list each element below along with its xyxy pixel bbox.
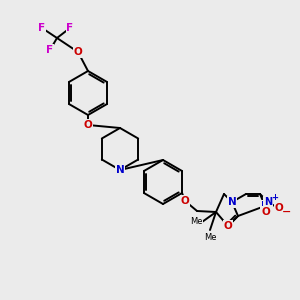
Text: N: N: [264, 197, 272, 207]
Text: Me: Me: [204, 232, 216, 242]
Text: O: O: [274, 203, 284, 213]
Text: F: F: [66, 23, 74, 33]
Text: +: +: [272, 194, 278, 202]
Text: O: O: [181, 196, 189, 206]
Text: N: N: [261, 201, 269, 211]
Text: F: F: [38, 23, 46, 33]
Text: Me: Me: [190, 218, 202, 226]
Text: O: O: [74, 47, 82, 57]
Text: N: N: [116, 165, 124, 175]
Text: O: O: [224, 221, 232, 231]
Text: N: N: [228, 197, 236, 207]
Text: O: O: [262, 207, 270, 217]
Text: O: O: [84, 120, 92, 130]
Text: F: F: [46, 45, 54, 55]
Text: −: −: [282, 207, 292, 217]
